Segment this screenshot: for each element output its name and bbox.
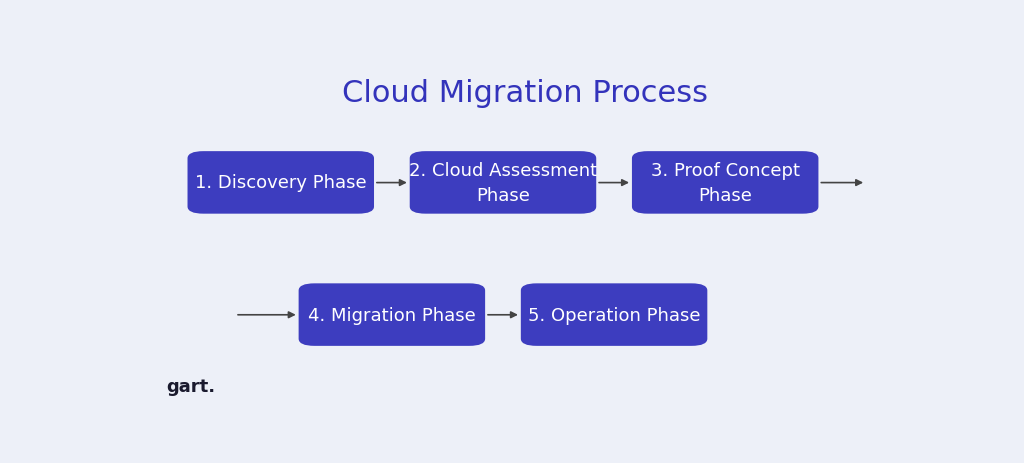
Text: 4. Migration Phase: 4. Migration Phase (308, 306, 476, 324)
FancyBboxPatch shape (299, 284, 485, 346)
Text: gart.: gart. (166, 377, 215, 395)
Text: 1. Discovery Phase: 1. Discovery Phase (195, 174, 367, 192)
FancyBboxPatch shape (410, 152, 596, 214)
FancyBboxPatch shape (521, 284, 708, 346)
Text: Cloud Migration Process: Cloud Migration Process (342, 79, 708, 107)
Text: 3. Proof Concept
Phase: 3. Proof Concept Phase (650, 162, 800, 205)
Text: 2. Cloud Assessment
Phase: 2. Cloud Assessment Phase (409, 162, 597, 205)
FancyBboxPatch shape (632, 152, 818, 214)
FancyBboxPatch shape (187, 152, 374, 214)
Text: 5. Operation Phase: 5. Operation Phase (527, 306, 700, 324)
